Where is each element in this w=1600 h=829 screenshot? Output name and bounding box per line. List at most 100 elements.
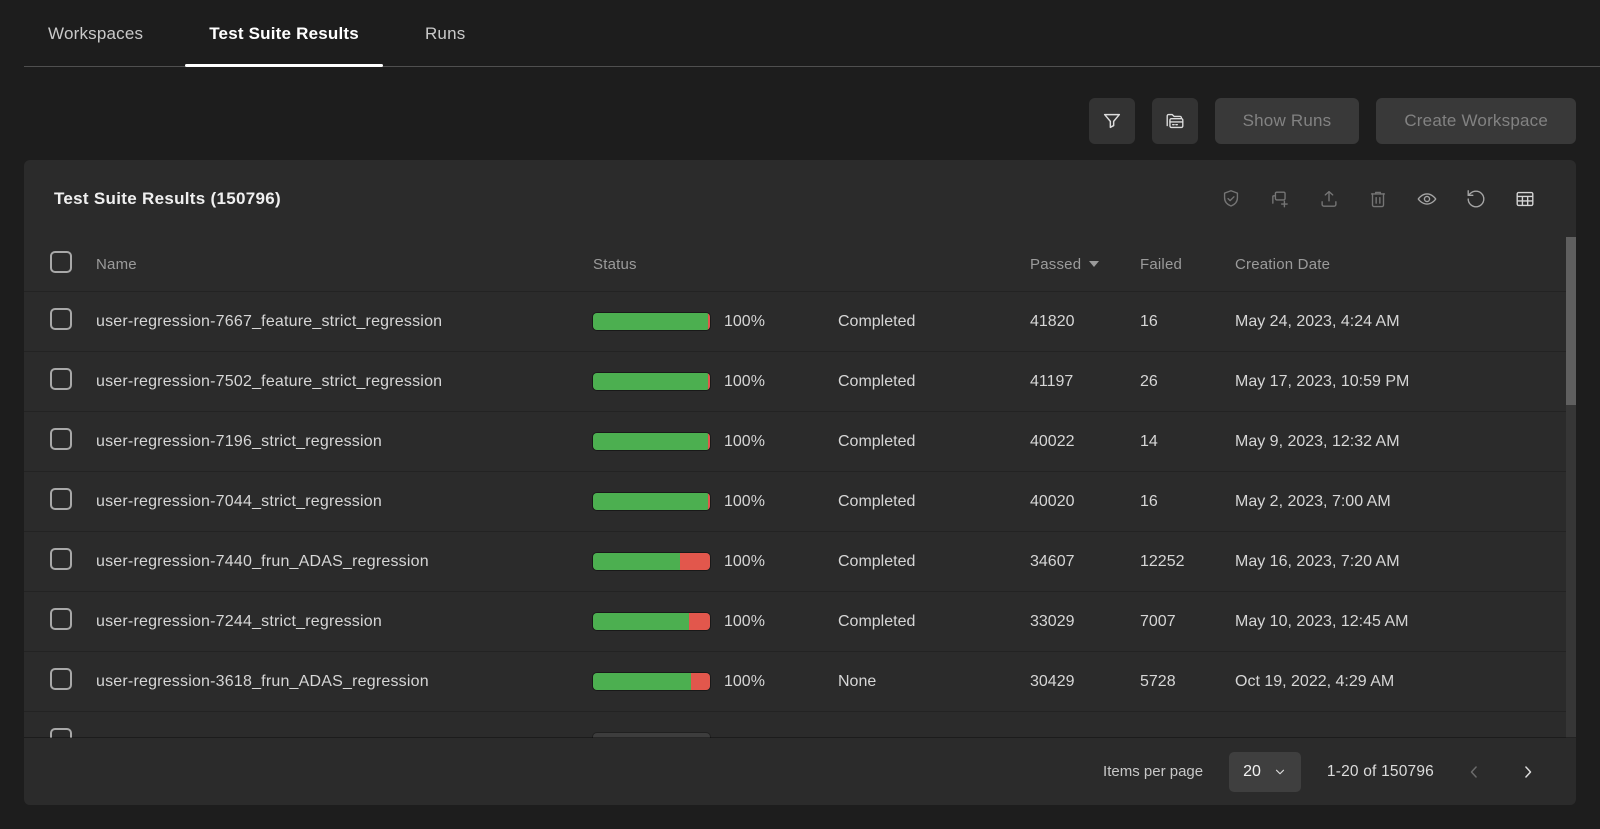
create-workspace-button[interactable]: Create Workspace (1376, 98, 1576, 144)
table-header-row: Name Status Passed Failed Creation Date (24, 237, 1576, 291)
row-name: user-regression-3618_frun_ADAS_regressio… (96, 672, 429, 690)
results-panel: Test Suite Results (150796) (24, 160, 1576, 805)
tab-workspaces[interactable]: Workspaces (48, 23, 144, 43)
row-name: user-regression-7196_strict_regression (96, 432, 382, 450)
row-checkbox[interactable] (50, 728, 72, 738)
row-date: May 9, 2023, 12:32 AM (1235, 432, 1400, 450)
table-row[interactable]: user-regression-7244_strict_regression 1… (24, 591, 1576, 651)
progress-bar (593, 553, 710, 570)
delete-icon[interactable] (1367, 188, 1389, 210)
panel-icon-toolbar (1220, 188, 1536, 210)
row-date: Oct 19, 2022, 4:29 AM (1235, 672, 1395, 690)
progress-bar (593, 373, 710, 390)
row-checkbox[interactable] (50, 548, 72, 570)
row-name: user-regression-7667_feature_strict_regr… (96, 312, 443, 330)
row-failed: 14 (1140, 432, 1158, 450)
filter-button[interactable] (1088, 98, 1135, 144)
filter-icon (1101, 110, 1123, 132)
progress-percent: 100% (724, 612, 765, 630)
row-date: May 16, 2023, 7:20 AM (1235, 552, 1400, 570)
chevron-down-icon (1273, 765, 1287, 779)
row-checkbox[interactable] (50, 308, 72, 330)
vertical-scrollbar[interactable] (1566, 237, 1576, 738)
row-checkbox[interactable] (50, 668, 72, 690)
row-passed: 30429 (1030, 672, 1075, 690)
row-state: Completed (838, 372, 916, 390)
table-row[interactable] (24, 711, 1576, 738)
progress-percent: 100% (724, 552, 765, 570)
row-date: May 24, 2023, 4:24 AM (1235, 312, 1400, 330)
page-size-value: 20 (1243, 762, 1261, 780)
row-checkbox[interactable] (50, 608, 72, 630)
row-date: May 17, 2023, 10:59 PM (1235, 372, 1410, 390)
row-failed: 7007 (1140, 612, 1176, 630)
row-failed: 16 (1140, 312, 1158, 330)
row-state: Completed (838, 492, 916, 510)
column-header-passed[interactable]: Passed (1030, 256, 1140, 273)
shield-check-icon[interactable] (1220, 188, 1242, 210)
row-passed: 40020 (1030, 492, 1075, 510)
previous-page-button[interactable] (1460, 758, 1488, 786)
workspace-folder-button[interactable] (1151, 98, 1198, 144)
table-body: user-regression-7667_feature_strict_regr… (24, 291, 1576, 738)
row-name: user-regression-7244_strict_regression (96, 612, 382, 630)
tab-test-suite-results[interactable]: Test Suite Results (185, 0, 383, 67)
next-page-button[interactable] (1514, 758, 1542, 786)
row-date: May 10, 2023, 12:45 AM (1235, 612, 1409, 630)
scrollbar-thumb[interactable] (1566, 237, 1576, 405)
row-failed: 12252 (1140, 552, 1185, 570)
row-passed: 41197 (1030, 372, 1074, 390)
progress-bar (593, 733, 710, 738)
column-header-creation-date[interactable]: Creation Date (1235, 255, 1331, 273)
items-per-page-label: Items per page (1103, 763, 1204, 780)
table-row[interactable]: user-regression-7440_frun_ADAS_regressio… (24, 531, 1576, 591)
row-state: Completed (838, 312, 916, 330)
progress-percent: 100% (724, 432, 765, 450)
row-state: Completed (838, 552, 916, 570)
progress-percent: 100% (724, 492, 765, 510)
upload-icon[interactable] (1318, 188, 1340, 210)
refresh-icon[interactable] (1465, 188, 1487, 210)
chevron-left-icon (1464, 762, 1484, 782)
progress-bar (593, 493, 710, 510)
row-state: Completed (838, 432, 916, 450)
row-name: user-regression-7502_feature_strict_regr… (96, 372, 443, 390)
row-checkbox[interactable] (50, 368, 72, 390)
row-passed: 40022 (1030, 432, 1075, 450)
table-row[interactable]: user-regression-7502_feature_strict_regr… (24, 351, 1576, 411)
row-checkbox[interactable] (50, 428, 72, 450)
progress-percent: 100% (724, 372, 765, 390)
progress-bar (593, 613, 710, 630)
row-name: user-regression-7440_frun_ADAS_regressio… (96, 552, 429, 570)
select-all-checkbox[interactable] (50, 251, 72, 273)
progress-bar (593, 313, 710, 330)
top-tab-bar: Workspaces Test Suite Results Runs (0, 0, 1600, 67)
action-toolbar: Show Runs Create Workspace (24, 98, 1576, 144)
row-date: May 2, 2023, 7:00 AM (1235, 492, 1391, 510)
column-header-status[interactable]: Status (593, 255, 637, 273)
column-header-failed[interactable]: Failed (1140, 255, 1183, 273)
table-columns-icon[interactable] (1514, 188, 1536, 210)
row-checkbox[interactable] (50, 488, 72, 510)
table-row[interactable]: user-regression-3618_frun_ADAS_regressio… (24, 651, 1576, 711)
row-failed: 26 (1140, 372, 1158, 390)
view-icon[interactable] (1416, 188, 1438, 210)
page-size-select[interactable]: 20 (1229, 751, 1301, 792)
row-state: Completed (838, 612, 916, 630)
row-name: user-regression-7044_strict_regression (96, 492, 382, 510)
show-runs-button[interactable]: Show Runs (1214, 98, 1360, 144)
progress-percent: 100% (724, 672, 765, 690)
row-passed: 33029 (1030, 612, 1075, 630)
column-header-name[interactable]: Name (96, 255, 137, 273)
add-group-icon[interactable] (1269, 188, 1291, 210)
table-row[interactable]: user-regression-7196_strict_regression 1… (24, 411, 1576, 471)
row-passed: 41820 (1030, 312, 1075, 330)
row-failed: 16 (1140, 492, 1158, 510)
workspace-folder-icon (1164, 110, 1186, 132)
chevron-right-icon (1518, 762, 1538, 782)
row-passed: 34607 (1030, 552, 1075, 570)
table-row[interactable]: user-regression-7044_strict_regression 1… (24, 471, 1576, 531)
table-row[interactable]: user-regression-7667_feature_strict_regr… (24, 291, 1576, 351)
tab-runs[interactable]: Runs (424, 23, 466, 43)
progress-bar (593, 433, 710, 450)
